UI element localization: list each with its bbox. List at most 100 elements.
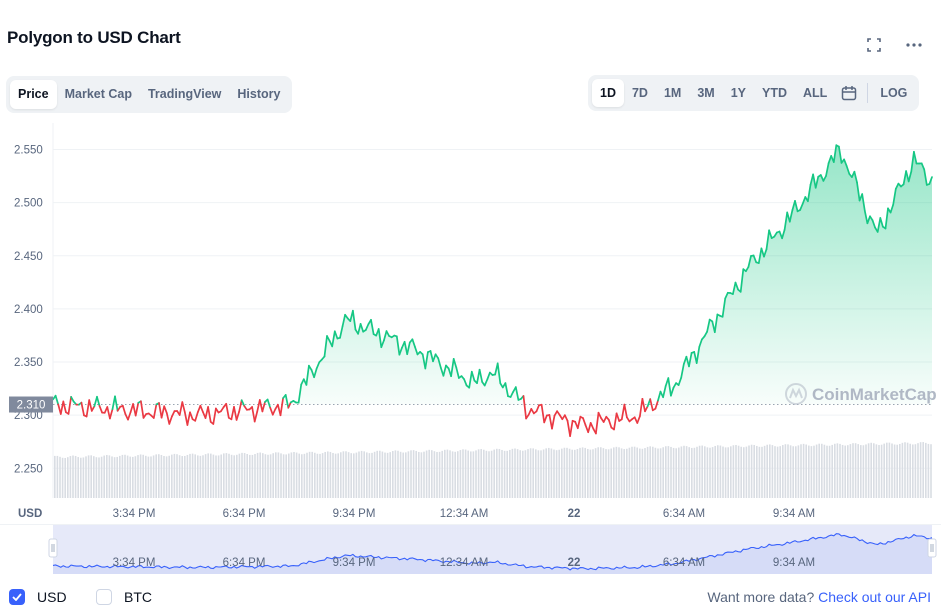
volume-bar [85, 456, 87, 498]
volume-bar [210, 453, 212, 498]
volume-bar [535, 449, 537, 498]
price-segment [589, 422, 595, 430]
volume-bar [553, 449, 555, 498]
price-area [53, 145, 932, 406]
price-segment [845, 165, 851, 175]
volume-bar [392, 450, 394, 498]
price-segment [168, 415, 173, 425]
price-segment [98, 405, 103, 414]
volume-bar [623, 449, 625, 498]
log-toggle[interactable]: LOG [880, 86, 908, 100]
calendar-icon[interactable] [835, 79, 863, 107]
volume-bar [264, 454, 267, 498]
price-segment [757, 247, 763, 264]
price-segment [406, 341, 411, 356]
volume-bar [691, 447, 693, 498]
price-segment [411, 338, 416, 348]
volume-bar [834, 443, 836, 498]
volume-bar [901, 442, 904, 498]
range-7d[interactable]: 7D [631, 86, 648, 100]
legend-usd[interactable]: USD [9, 589, 67, 605]
range-3m[interactable]: 3M [697, 86, 715, 100]
price-segment [266, 398, 272, 409]
api-link[interactable]: Check out our API [818, 589, 931, 605]
volume-bar [732, 445, 735, 498]
price-segment [432, 353, 437, 363]
volume-bar [306, 452, 308, 498]
price-segment [90, 405, 96, 412]
range-1m[interactable]: 1M [663, 86, 682, 100]
volume-bar [800, 444, 802, 498]
more-dots-icon[interactable] [905, 36, 923, 54]
volume-bar [215, 455, 217, 498]
price-segment [527, 408, 533, 416]
volume-bar [758, 446, 761, 498]
volume-bar [506, 450, 508, 498]
price-segment [424, 351, 429, 370]
price-segment [788, 209, 794, 223]
range-all[interactable]: ALL [803, 86, 828, 100]
x-tick-label: 9:34 AM [773, 508, 815, 520]
volume-bar [854, 443, 857, 498]
volume-bar [449, 450, 451, 498]
volume-bar [693, 447, 696, 498]
coinmarketcap-watermark: CoinMarketCap [785, 383, 937, 405]
navigator-tick-label: 9:34 AM [773, 557, 815, 569]
volume-bar [59, 456, 61, 498]
checkbox-unchecked-icon[interactable] [96, 589, 112, 605]
volume-bar [717, 445, 719, 498]
navigator-handle-left[interactable] [48, 538, 58, 558]
volume-bar [459, 450, 462, 498]
price-segment [385, 330, 390, 337]
volume-bar [54, 455, 56, 498]
range-ytd[interactable]: YTD [762, 86, 788, 100]
volume-bar [657, 448, 659, 498]
volume-bar [776, 446, 779, 498]
volume-bar [498, 448, 501, 498]
tab-market-cap[interactable]: Market Cap [64, 87, 132, 101]
price-segment [799, 202, 804, 211]
price-segment [383, 330, 388, 342]
tab-price[interactable]: Price [10, 80, 57, 109]
x-tick-label: 9:34 PM [333, 508, 376, 520]
volume-bar [537, 450, 540, 498]
navigator-handle-right[interactable] [927, 538, 937, 558]
price-segment [667, 377, 672, 397]
volume-bar [698, 445, 701, 498]
volume-bar [342, 451, 345, 498]
fullscreen-icon[interactable] [865, 36, 883, 54]
volume-bar [880, 444, 883, 498]
tab-history[interactable]: History [237, 87, 281, 101]
volume-bar [69, 456, 72, 498]
volume-bar [298, 453, 300, 498]
volume-bar [626, 448, 628, 498]
legend-btc[interactable]: BTC [96, 589, 152, 605]
volume-bar [126, 455, 129, 498]
tab-tradingview[interactable]: TradingView [147, 87, 222, 101]
price-segment [403, 340, 409, 356]
volume-bar [644, 448, 646, 498]
volume-bar [678, 447, 680, 498]
volume-bar [628, 447, 631, 498]
checkbox-checked-icon[interactable] [9, 589, 25, 605]
volume-bar [129, 456, 131, 498]
volume-bar [919, 442, 922, 498]
volume-bar [784, 444, 787, 498]
volume-bar [839, 443, 841, 498]
volume-bar [511, 448, 514, 498]
volume-bar [275, 452, 277, 498]
volume-bar [340, 452, 342, 498]
volume-bar [821, 443, 823, 498]
volume-bar [870, 442, 872, 498]
price-segment [504, 382, 509, 398]
x-tick-label: 22 [568, 508, 581, 520]
price-segment [607, 418, 613, 429]
volume-bar [761, 446, 763, 498]
range-1y[interactable]: 1Y [730, 86, 747, 100]
volume-bar [212, 454, 215, 498]
range-1d[interactable]: 1D [592, 79, 624, 107]
price-segment [357, 323, 362, 335]
price-segment [923, 168, 928, 186]
price-segment [85, 399, 91, 418]
